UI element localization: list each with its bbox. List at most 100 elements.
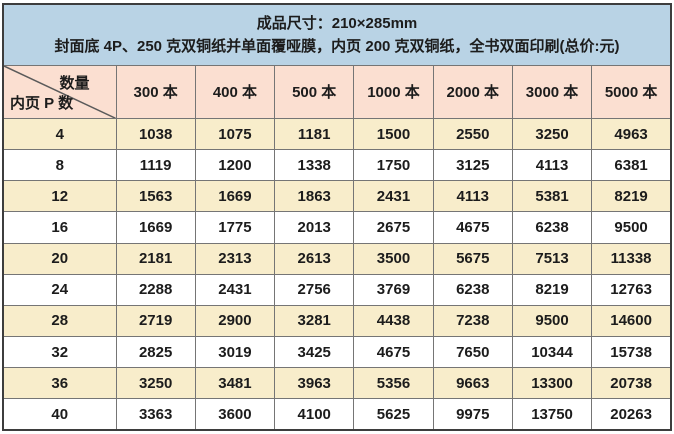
quantity-header-cell: 500 本	[274, 64, 355, 120]
price-cell: 9500	[511, 304, 593, 338]
price-cell: 2181	[115, 242, 196, 275]
price-cell: 3019	[194, 336, 276, 369]
price-table: 成品尺寸：210×285mm 封面底 4P、250 克双铜纸并单面覆哑膜，内页 …	[2, 3, 672, 431]
price-cell: 1075	[194, 118, 276, 151]
table-row: 12 1563 1669 1863 2431 4113 5381 8219	[2, 180, 672, 213]
corner-label-pages: 内页 P 数	[10, 95, 74, 113]
price-cell: 1500	[353, 118, 434, 151]
price-cell: 2013	[274, 211, 355, 244]
price-cell: 15738	[591, 336, 672, 369]
price-cell: 2613	[274, 242, 355, 275]
table-row: 28 2719 2900 3281 4438 7238 9500 14600	[2, 304, 672, 338]
price-cell: 10344	[511, 336, 593, 369]
price-cell: 3281	[274, 304, 355, 338]
price-cell: 3250	[115, 367, 196, 400]
price-cell: 3481	[194, 367, 276, 400]
quantity-header-cell: 2000 本	[432, 64, 513, 120]
price-table-body: 成品尺寸：210×285mm 封面底 4P、250 克双铜纸并单面覆哑膜，内页 …	[2, 3, 672, 431]
price-cell: 2431	[194, 273, 276, 306]
title-band: 成品尺寸：210×285mm 封面底 4P、250 克双铜纸并单面覆哑膜，内页 …	[2, 3, 672, 66]
price-cell: 4675	[353, 336, 434, 369]
price-cell: 4675	[432, 211, 513, 244]
price-cell: 13300	[511, 367, 593, 400]
quantity-header-cell: 400 本	[194, 64, 276, 120]
corner-label-quantity: 数量	[59, 74, 90, 92]
price-cell: 1200	[194, 149, 276, 182]
price-cell: 1119	[115, 149, 196, 182]
price-cell: 9500	[591, 211, 672, 244]
price-cell: 1563	[115, 180, 196, 213]
table-row: 24 2288 2431 2756 3769 6238 8219 12763	[2, 273, 672, 306]
quantity-header-cell: 300 本	[115, 64, 196, 120]
price-cell: 8219	[591, 180, 672, 213]
pages-cell: 4	[2, 118, 117, 151]
price-cell: 9663	[432, 367, 513, 400]
price-cell: 5625	[353, 398, 434, 431]
table-row: 20 2181 2313 2613 3500 5675 7513 11338	[2, 242, 672, 275]
price-cell: 4438	[353, 304, 434, 338]
price-cell: 7513	[511, 242, 593, 275]
price-cell: 1775	[194, 211, 276, 244]
price-cell: 2288	[115, 273, 196, 306]
quantity-header-row: 数量 内页 P 数 300 本 400 本 500 本 1000 本 2000 本 300…	[2, 64, 672, 120]
price-cell: 2825	[115, 336, 196, 369]
table-row: 8 1119 1200 1338 1750 3125 4113 6381	[2, 149, 672, 182]
price-cell: 1863	[274, 180, 355, 213]
price-cell: 2431	[353, 180, 434, 213]
price-cell: 3250	[511, 118, 593, 151]
price-cell: 2675	[353, 211, 434, 244]
table-row: 40 3363 3600 4100 5625 9975 13750 20263	[2, 398, 672, 431]
price-cell: 5381	[511, 180, 593, 213]
price-cell: 1669	[194, 180, 276, 213]
price-cell: 4113	[511, 149, 593, 182]
table-row: 16 1669 1775 2013 2675 4675 6238 9500	[2, 211, 672, 244]
price-cell: 14600	[591, 304, 672, 338]
price-cell: 2550	[432, 118, 513, 151]
price-cell: 20738	[591, 367, 672, 400]
price-cell: 6238	[432, 273, 513, 306]
price-cell: 2756	[274, 273, 355, 306]
title-line-1: 成品尺寸：210×285mm	[256, 14, 418, 32]
price-cell: 1181	[274, 118, 355, 151]
pages-cell: 24	[2, 273, 117, 306]
price-cell: 5675	[432, 242, 513, 275]
price-cell: 12763	[591, 273, 672, 306]
price-cell: 13750	[511, 398, 593, 431]
price-cell: 3769	[353, 273, 434, 306]
title-cell: 成品尺寸：210×285mm 封面底 4P、250 克双铜纸并单面覆哑膜，内页 …	[2, 3, 672, 66]
price-cell: 3363	[115, 398, 196, 431]
quantity-header-cell: 1000 本	[353, 64, 434, 120]
price-cell: 2313	[194, 242, 276, 275]
pages-cell: 20	[2, 242, 117, 275]
price-cell: 9975	[432, 398, 513, 431]
price-cell: 4100	[274, 398, 355, 431]
price-cell: 5356	[353, 367, 434, 400]
price-cell: 3125	[432, 149, 513, 182]
diagonal-divider-line	[4, 66, 116, 118]
price-cell: 6381	[591, 149, 672, 182]
pages-cell: 36	[2, 367, 117, 400]
pages-cell: 8	[2, 149, 117, 182]
pages-cell: 40	[2, 398, 117, 431]
price-cell: 1669	[115, 211, 196, 244]
pages-cell: 28	[2, 304, 117, 338]
price-cell: 11338	[591, 242, 672, 275]
price-sheet: 成品尺寸：210×285mm 封面底 4P、250 克双铜纸并单面覆哑膜，内页 …	[2, 3, 672, 431]
price-cell: 6238	[511, 211, 593, 244]
price-cell: 3600	[194, 398, 276, 431]
price-cell: 4963	[591, 118, 672, 151]
table-row: 36 3250 3481 3963 5356 9663 13300 20738	[2, 367, 672, 400]
table-row: 32 2825 3019 3425 4675 7650 10344 15738	[2, 336, 672, 369]
price-cell: 3425	[274, 336, 355, 369]
pages-cell: 32	[2, 336, 117, 369]
corner-cell: 数量 内页 P 数	[2, 64, 117, 120]
quantity-header-cell: 5000 本	[591, 64, 672, 120]
pages-cell: 12	[2, 180, 117, 213]
price-cell: 1750	[353, 149, 434, 182]
price-cell: 1038	[115, 118, 196, 151]
pages-cell: 16	[2, 211, 117, 244]
price-cell: 3500	[353, 242, 434, 275]
title-line-2: 封面底 4P、250 克双铜纸并单面覆哑膜，内页 200 克双铜纸，全书双面印刷…	[54, 37, 620, 55]
price-cell: 7238	[432, 304, 513, 338]
price-cell: 4113	[432, 180, 513, 213]
